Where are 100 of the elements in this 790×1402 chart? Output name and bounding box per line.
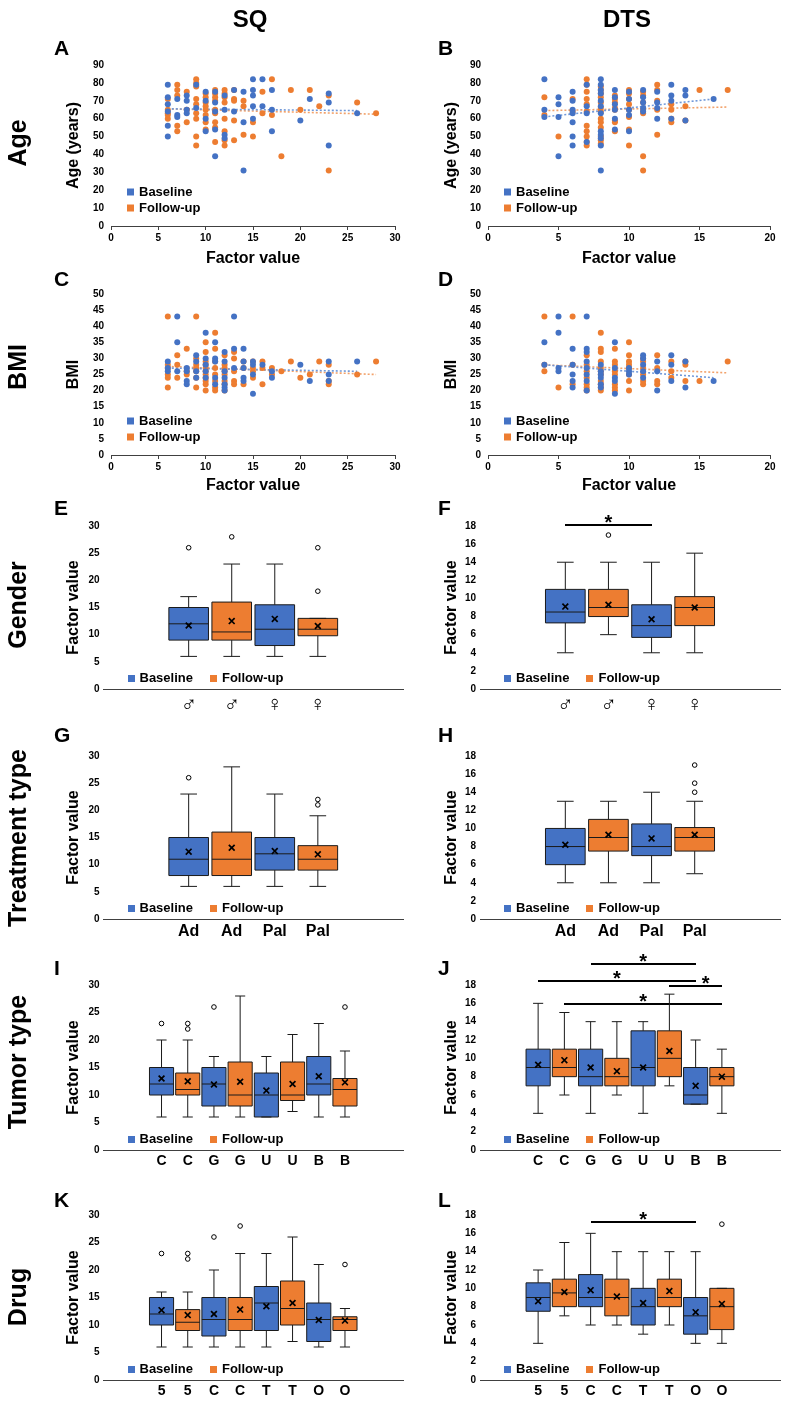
x-tick-label: 10 bbox=[623, 231, 635, 243]
y-tick-label: 90 bbox=[469, 58, 482, 70]
y-tick-label: 70 bbox=[92, 94, 105, 106]
y-tick-label: 30 bbox=[88, 1208, 100, 1220]
y-tick-label: 10 bbox=[88, 628, 100, 640]
y-axis-title: Factor value bbox=[442, 790, 460, 885]
x-tick-label: 20 bbox=[294, 460, 307, 472]
y-tick-label: 60 bbox=[469, 112, 482, 124]
y-tick-label: 2 bbox=[470, 894, 477, 906]
y-tick-label: 12 bbox=[464, 574, 477, 586]
legend-label: Follow-up bbox=[139, 199, 201, 215]
y-tick-label: 0 bbox=[475, 219, 482, 231]
x-tick-label: ♀ bbox=[309, 691, 327, 717]
y-axis-title: Factor value bbox=[442, 1020, 460, 1115]
y-tick-label: 12 bbox=[464, 1033, 477, 1045]
y-tick-label: 15 bbox=[88, 831, 100, 843]
y-tick-label: 10 bbox=[88, 1088, 100, 1100]
x-tick-label: Ad bbox=[554, 922, 576, 940]
y-tick-label: 50 bbox=[469, 287, 482, 299]
chart-title: C bbox=[54, 267, 70, 290]
x-tick-label: C bbox=[156, 1152, 167, 1169]
y-tick-label: 8 bbox=[470, 1300, 477, 1312]
x-tick-label: Pal bbox=[639, 922, 664, 940]
y-tick-label: 25 bbox=[469, 368, 482, 380]
y-tick-label: 20 bbox=[88, 574, 100, 586]
y-tick-label: 20 bbox=[92, 384, 105, 396]
y-tick-label: 12 bbox=[464, 804, 477, 816]
y-tick-label: 14 bbox=[464, 785, 477, 797]
y-tick-label: 0 bbox=[470, 1373, 477, 1385]
y-tick-label: 40 bbox=[92, 148, 105, 160]
y-axis-title: Factor value bbox=[64, 790, 82, 885]
x-tick-label: 5 bbox=[183, 1382, 192, 1399]
legend-label: Follow-up bbox=[139, 428, 201, 444]
x-axis-title: Factor value bbox=[581, 475, 677, 493]
y-tick-label: 16 bbox=[464, 537, 477, 549]
y-tick-label: 5 bbox=[93, 885, 100, 897]
y-tick-label: 50 bbox=[92, 130, 105, 142]
legend-label: Follow-up bbox=[221, 900, 284, 916]
y-tick-label: 10 bbox=[469, 201, 482, 213]
y-tick-label: 25 bbox=[88, 1236, 100, 1248]
y-tick-label: 2 bbox=[470, 1125, 477, 1137]
y-tick-label: 12 bbox=[464, 1263, 477, 1275]
y-tick-label: 45 bbox=[469, 303, 482, 315]
x-tick-label: O bbox=[339, 1382, 351, 1399]
annotation: * bbox=[612, 966, 621, 989]
y-axis-title: Factor value bbox=[64, 1020, 82, 1115]
x-tick-label: Ad bbox=[178, 922, 200, 940]
x-tick-label: U bbox=[287, 1152, 298, 1169]
legend-label: Baseline bbox=[139, 1361, 193, 1377]
y-tick-label: 70 bbox=[469, 94, 482, 106]
y-tick-label: 6 bbox=[470, 1088, 477, 1100]
x-tick-label: G bbox=[611, 1152, 623, 1169]
x-tick-label: 0 bbox=[108, 460, 115, 472]
y-tick-label: 40 bbox=[469, 319, 482, 331]
chart-title: E bbox=[54, 496, 69, 519]
legend-label: Follow-up bbox=[221, 1131, 284, 1147]
legend-label: Follow-up bbox=[221, 1361, 284, 1377]
y-tick-label: 10 bbox=[464, 822, 477, 834]
y-tick-label: 2 bbox=[470, 664, 477, 676]
y-tick-label: 4 bbox=[470, 646, 477, 658]
legend-label: Baseline bbox=[516, 1361, 570, 1377]
y-tick-label: 0 bbox=[98, 448, 105, 460]
x-tick-label: Ad bbox=[597, 922, 620, 940]
y-tick-label: 30 bbox=[92, 352, 105, 364]
annotation: * bbox=[604, 511, 613, 533]
y-tick-label: 20 bbox=[88, 1033, 100, 1045]
x-tick-label: 25 bbox=[342, 231, 354, 243]
y-tick-label: 30 bbox=[469, 352, 482, 364]
legend-label: Follow-up bbox=[598, 1131, 660, 1147]
y-tick-label: 18 bbox=[464, 1208, 477, 1220]
y-tick-label: 10 bbox=[464, 592, 477, 604]
x-tick-label: ♀ bbox=[686, 691, 703, 717]
x-tick-label: ♂ bbox=[180, 691, 197, 717]
y-tick-label: 8 bbox=[470, 610, 477, 622]
x-tick-label: 5 bbox=[155, 231, 162, 243]
y-tick-label: 0 bbox=[470, 1143, 477, 1155]
y-tick-label: 18 bbox=[464, 749, 477, 761]
x-tick-label: 5 bbox=[560, 1382, 569, 1399]
x-tick-label: C bbox=[611, 1382, 622, 1399]
chart-title: L bbox=[438, 1188, 451, 1211]
y-tick-label: 15 bbox=[88, 1291, 100, 1303]
text: BMI bbox=[2, 344, 31, 390]
x-tick-label: 0 bbox=[485, 231, 492, 243]
legend-label: Baseline bbox=[139, 900, 193, 916]
y-tick-label: 16 bbox=[464, 767, 477, 779]
y-tick-label: 10 bbox=[88, 858, 100, 870]
y-tick-label: 20 bbox=[92, 183, 105, 195]
x-tick-label: U bbox=[638, 1152, 649, 1169]
legend-label: Follow-up bbox=[598, 1361, 660, 1377]
chart-title: J bbox=[438, 956, 450, 979]
legend-label: Follow-up bbox=[598, 900, 660, 916]
y-tick-label: 25 bbox=[88, 546, 100, 558]
legend-label: Baseline bbox=[516, 670, 570, 686]
y-tick-label: 5 bbox=[475, 432, 482, 444]
chart-title: D bbox=[438, 267, 454, 290]
y-tick-label: 15 bbox=[92, 400, 105, 412]
y-tick-label: 4 bbox=[470, 1107, 477, 1119]
chart-title: F bbox=[438, 496, 451, 519]
x-tick-label: Pal bbox=[305, 922, 330, 940]
x-tick-label: ♀ bbox=[266, 691, 284, 717]
